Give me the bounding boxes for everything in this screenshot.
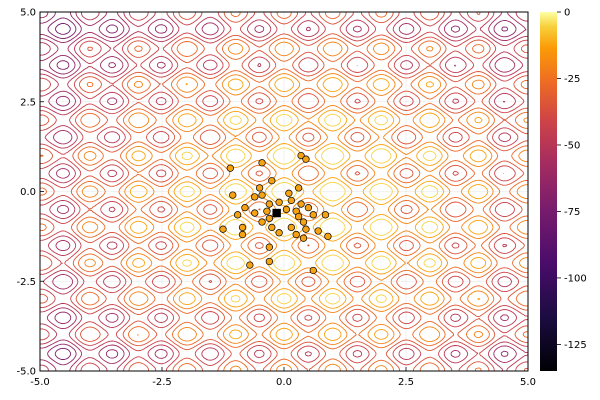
colorbar-tick-label: 0 [564,8,570,19]
x-tick-label: 0.0 [276,377,292,388]
y-tick-label: -2.5 [16,277,36,288]
sample-point [314,227,322,235]
scatter-points [219,151,332,275]
y-axis-ticks: -5.0 -2.5 0.0 2.5 5.0 [16,8,44,378]
sample-point [238,223,247,232]
colorbar-tick-label: -75 [564,207,580,218]
sample-point [304,204,313,212]
contour-level [40,12,527,371]
sample-point [294,184,303,192]
sample-point [258,159,266,167]
contour-level [40,12,528,371]
sample-point [299,234,308,242]
sample-point [238,230,247,239]
sample-point [297,151,305,160]
sample-point [297,200,305,208]
x-tick-label: -2.5 [152,377,172,388]
sample-point [309,211,317,219]
sample-point [275,229,283,237]
sample-point [265,243,274,251]
sample-point [226,164,234,172]
sample-point [265,257,274,266]
sample-point [287,196,295,205]
sample-point [282,205,291,214]
contour-level [81,41,528,371]
sample-point [321,211,330,219]
sample-point [255,184,264,192]
sample-point [258,218,266,226]
sample-point [302,225,310,233]
sample-point [233,211,242,219]
y-tick-label: 0.0 [20,187,36,198]
sample-point [302,155,310,163]
sample-point [294,212,303,221]
contour-level [40,12,517,366]
x-axis-ticks: -5.0 -2.5 0.0 2.5 5.0 [30,367,536,388]
contour-level [55,23,71,35]
sample-point [251,209,259,217]
colorbar: 0 -25 -50 -75 -100 -125 [540,8,587,371]
plot-area [40,12,528,371]
sample-point [275,198,283,206]
sample-point [268,223,276,232]
sample-point [229,191,237,199]
sample-point [265,214,274,223]
sample-point [299,218,308,226]
sample-point [292,230,300,239]
x-tick-label: 5.0 [520,377,536,388]
colorbar-tick-label: -50 [564,140,580,151]
sample-point [251,193,259,201]
sample-point [309,266,317,275]
sample-point [258,191,266,199]
y-tick-label: 5.0 [20,8,36,19]
colorbar-tick-label: -100 [564,273,587,284]
y-tick-label: 2.5 [20,97,36,108]
x-tick-label: -5.0 [30,377,50,388]
sample-point [268,177,276,185]
sample-point [324,232,332,241]
x-tick-label: 2.5 [398,377,414,388]
y-tick-label: -5.0 [16,367,36,378]
sample-point [265,200,274,208]
colorbar-ticks: 0 -25 -50 -75 -100 -125 [557,8,587,351]
colorbar-gradient [540,12,557,371]
contour-lines [40,12,528,371]
sample-point [285,189,293,197]
colorbar-tick-label: -125 [564,340,587,351]
contour-level [47,17,508,360]
sample-point [219,225,227,233]
contour-level [40,12,528,371]
sample-point [287,223,295,232]
sample-point [241,204,249,212]
contour-level [40,12,528,371]
colorbar-tick-label: -25 [564,74,580,85]
best-point-marker [272,208,281,218]
contour-level [40,12,528,371]
sample-point [246,261,254,269]
sample-point [263,207,271,215]
